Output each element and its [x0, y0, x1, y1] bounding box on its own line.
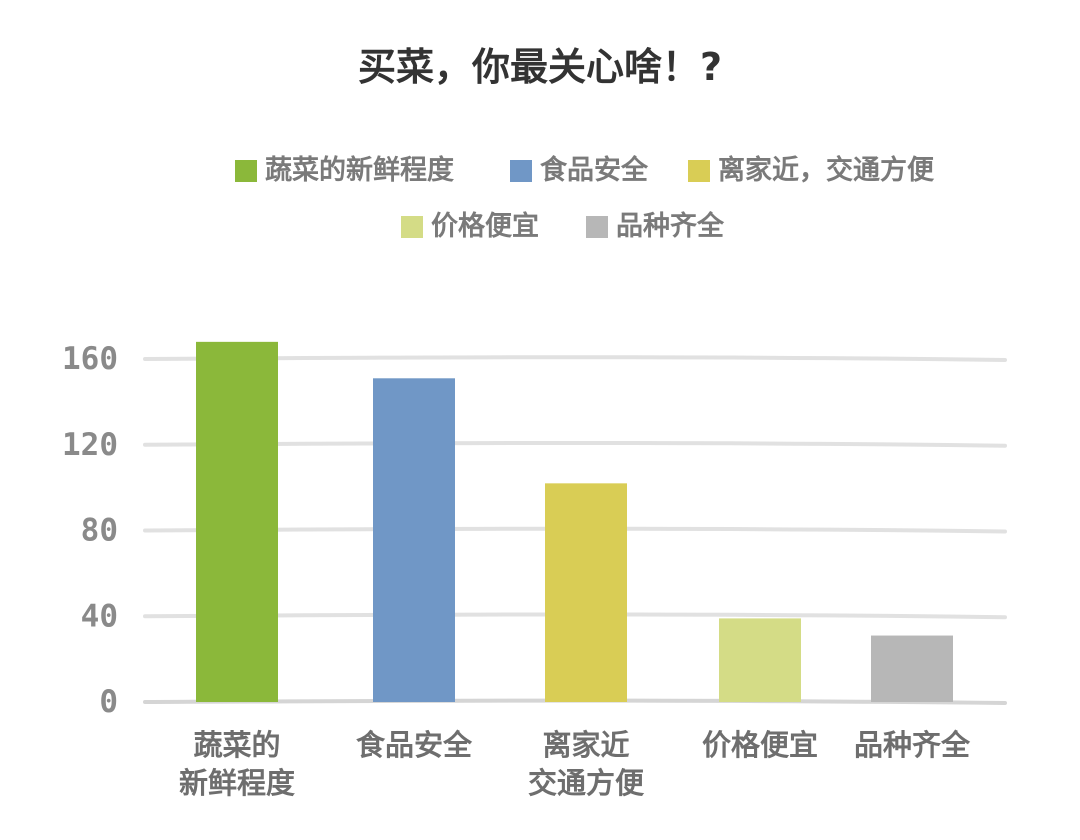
legend-swatch: [235, 160, 257, 182]
x-tick-label: 食品安全: [356, 728, 473, 762]
legend-item: 离家近，交通方便: [688, 154, 935, 186]
legend-swatch: [401, 216, 423, 238]
x-tick-line: 价格便宜: [702, 728, 818, 762]
bars: [196, 341, 953, 702]
legend-label: 离家近，交通方便: [718, 154, 935, 186]
bar: [196, 341, 278, 702]
bar: [373, 378, 455, 702]
bar: [545, 483, 627, 702]
y-tick-label: 0: [99, 684, 118, 720]
legend-swatch: [586, 216, 608, 238]
y-tick-label: 40: [81, 598, 118, 634]
legend-item: 品种齐全: [586, 210, 725, 242]
legend-swatch: [510, 160, 532, 182]
x-tick-line: 食品安全: [356, 728, 473, 762]
legend-label: 食品安全: [540, 154, 649, 186]
legend-item: 价格便宜: [401, 210, 539, 242]
x-axis-labels: 蔬菜的新鲜程度 食品安全 离家近交通方便 价格便宜 品种齐全: [179, 728, 971, 800]
x-tick-label: 价格便宜: [702, 728, 818, 762]
x-tick-line: 新鲜程度: [179, 766, 295, 800]
x-tick-line: 交通方便: [528, 766, 645, 800]
x-tick-line: 蔬菜的: [193, 728, 280, 762]
legend-label: 价格便宜: [431, 210, 539, 242]
x-tick-label: 蔬菜的新鲜程度: [179, 728, 295, 800]
y-tick-label: 120: [62, 427, 118, 463]
bar: [871, 635, 953, 702]
x-tick-label: 品种齐全: [854, 728, 971, 762]
legend-swatch: [688, 160, 710, 182]
chart-title: 买菜，你最关心啥！?: [358, 45, 722, 89]
legend-label: 品种齐全: [616, 210, 725, 242]
chart-title-group: 买菜，你最关心啥！?: [358, 45, 722, 89]
legend-label: 蔬菜的新鲜程度: [265, 154, 454, 186]
legend-item: 食品安全: [510, 154, 649, 186]
x-tick-line: 品种齐全: [854, 728, 971, 762]
bar: [719, 618, 801, 702]
x-tick-line: 离家近: [542, 728, 629, 762]
y-axis-labels: 0 40 80 120 160: [62, 341, 118, 720]
x-tick-label: 离家近交通方便: [528, 728, 645, 800]
legend-item: 蔬菜的新鲜程度: [235, 154, 454, 186]
y-tick-label: 160: [62, 341, 118, 377]
y-tick-label: 80: [81, 513, 118, 549]
